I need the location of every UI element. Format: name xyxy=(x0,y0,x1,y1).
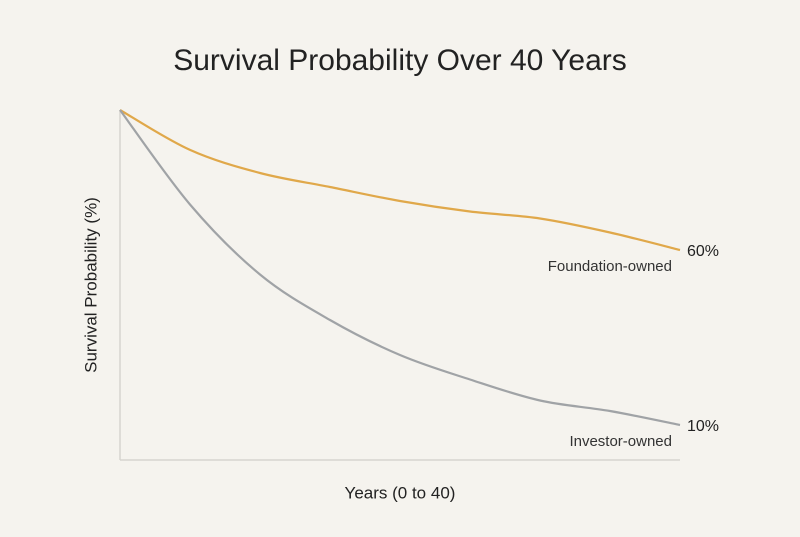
end-value-label: 10% xyxy=(687,418,719,435)
series-line xyxy=(119,109,681,252)
end-value-label: 60% xyxy=(687,243,719,260)
y-axis-label: Survival Probability (%) xyxy=(81,197,100,373)
series-label: Investor-owned xyxy=(569,433,672,450)
series-label: Foundation-owned xyxy=(548,258,672,275)
series-line xyxy=(119,109,681,427)
chart-title: Survival Probability Over 40 Years xyxy=(173,44,627,77)
x-axis-label: Years (0 to 40) xyxy=(345,483,456,502)
